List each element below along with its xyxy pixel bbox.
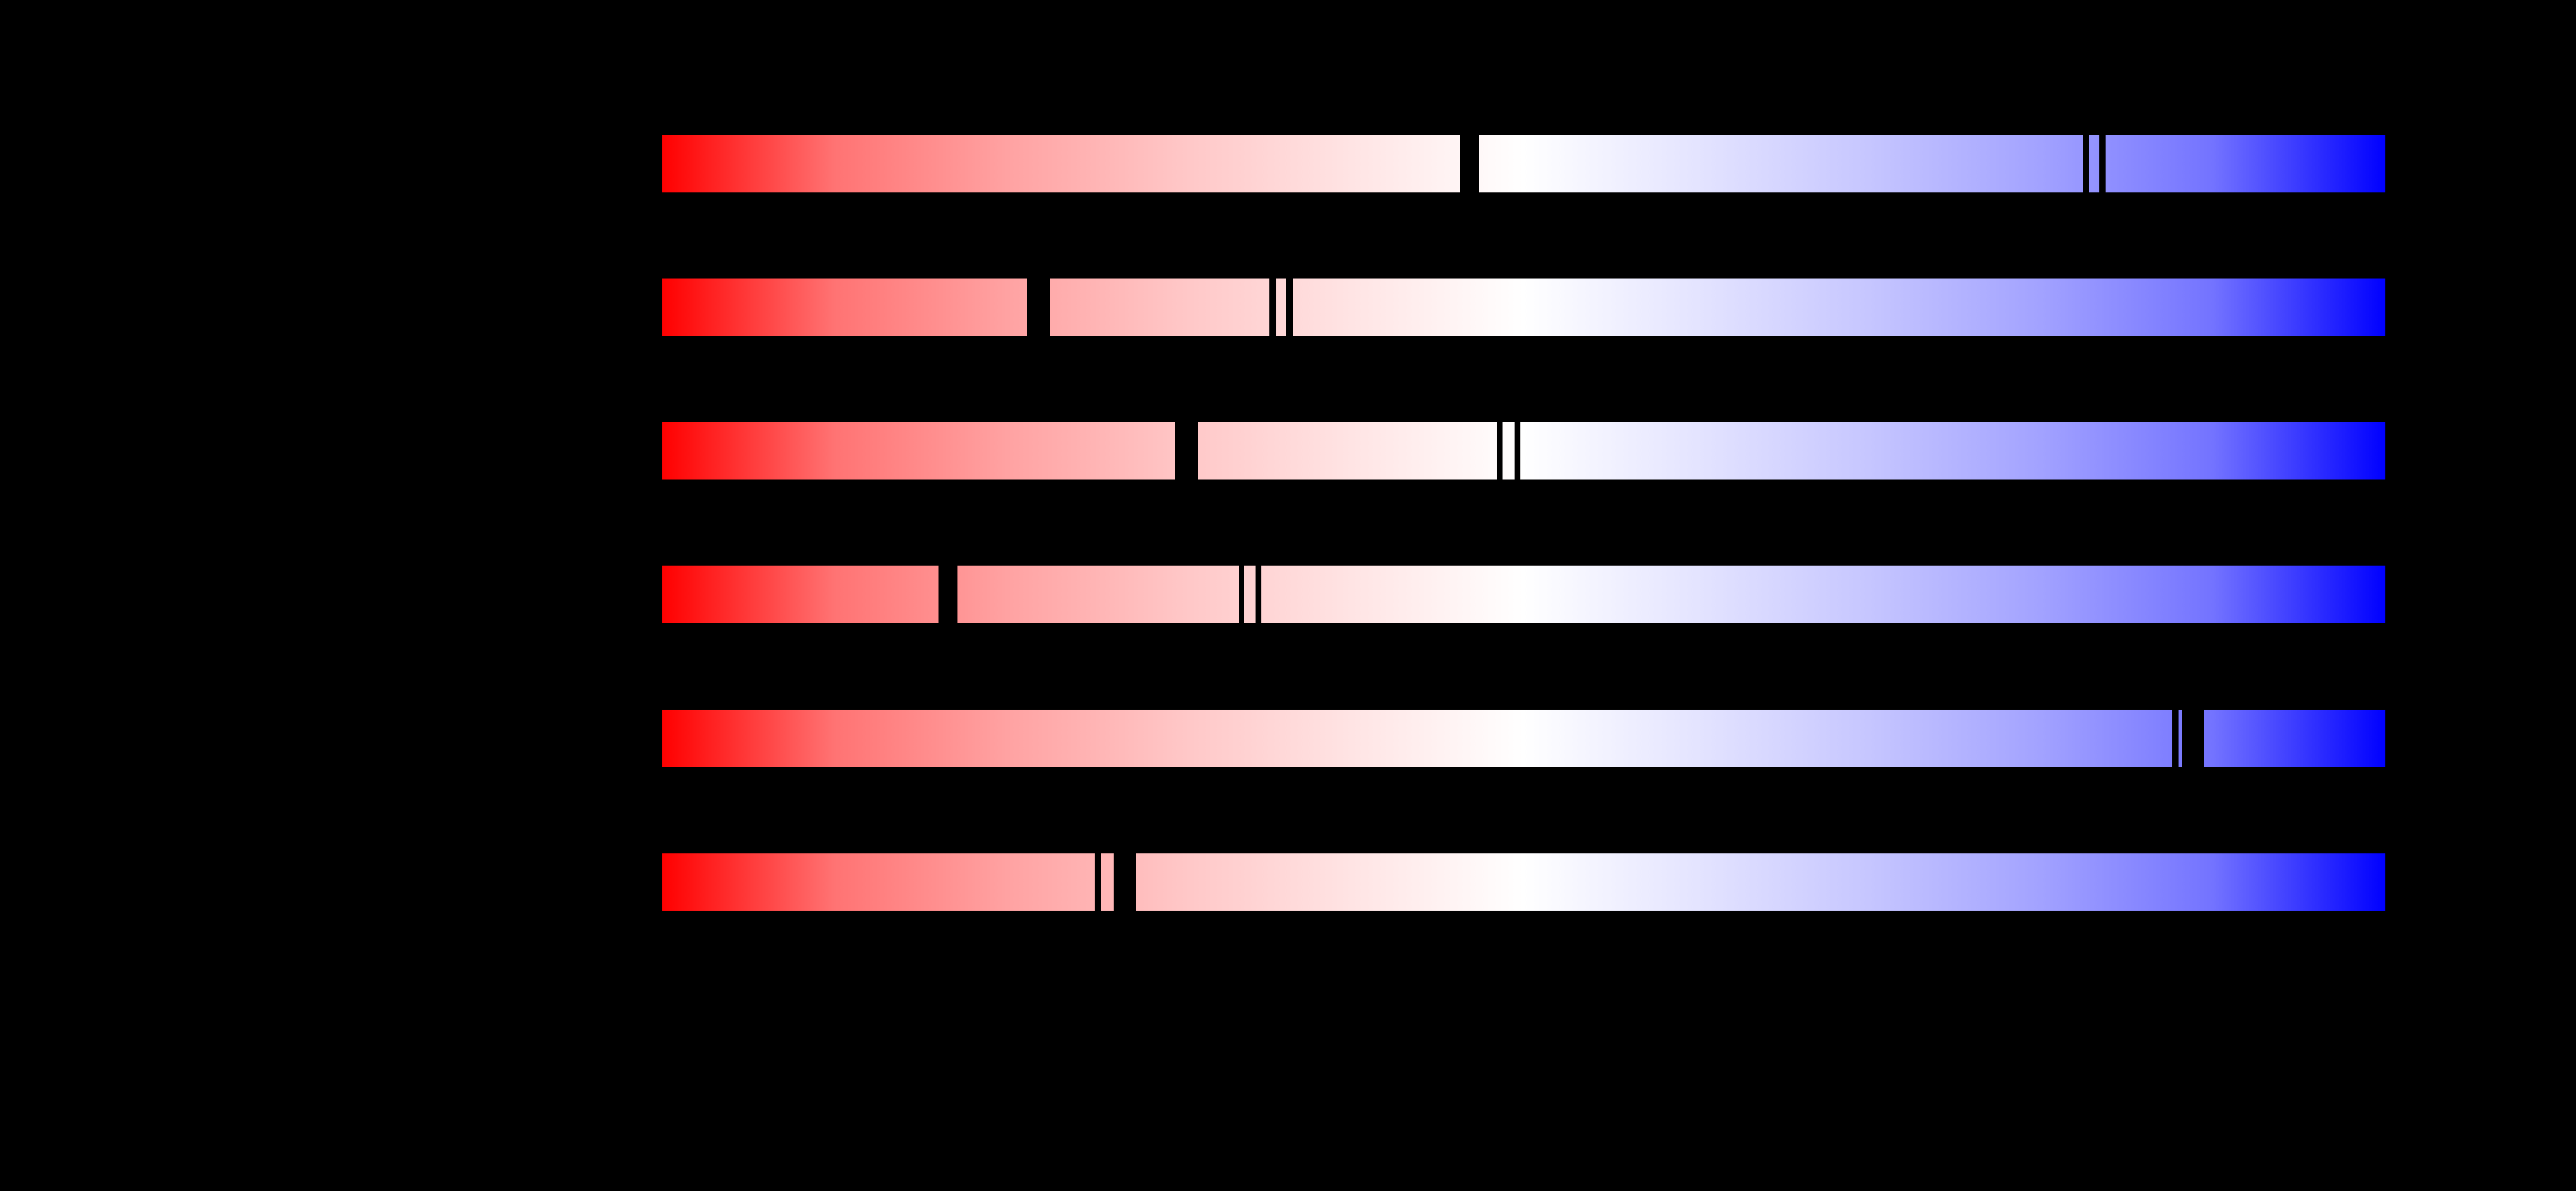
gradient-bar-row-3 bbox=[662, 422, 2385, 480]
wide-marker bbox=[1460, 135, 1479, 192]
gradient-bar-row-6 bbox=[662, 853, 2385, 911]
gradient-bar-row-5 bbox=[662, 710, 2385, 767]
thin-marker bbox=[1497, 422, 1503, 480]
gradient-bar-row-2 bbox=[662, 279, 2385, 336]
thin-marker bbox=[1269, 279, 1276, 336]
wide-marker bbox=[939, 566, 957, 623]
gradient-bar-row-1 bbox=[662, 135, 2385, 192]
thin-marker bbox=[1286, 279, 1293, 336]
wide-marker bbox=[1175, 422, 1198, 480]
gradient-bar-row-4 bbox=[662, 566, 2385, 623]
wide-marker bbox=[1027, 279, 1050, 336]
thin-marker bbox=[2083, 135, 2089, 192]
thin-marker bbox=[1515, 422, 1520, 480]
wide-marker bbox=[1114, 853, 1136, 911]
wide-marker bbox=[2182, 710, 2204, 767]
thin-marker bbox=[1239, 566, 1244, 623]
thin-marker bbox=[2099, 135, 2106, 192]
thin-marker bbox=[1256, 566, 1261, 623]
thin-marker bbox=[2172, 710, 2179, 767]
thin-marker bbox=[1095, 853, 1101, 911]
